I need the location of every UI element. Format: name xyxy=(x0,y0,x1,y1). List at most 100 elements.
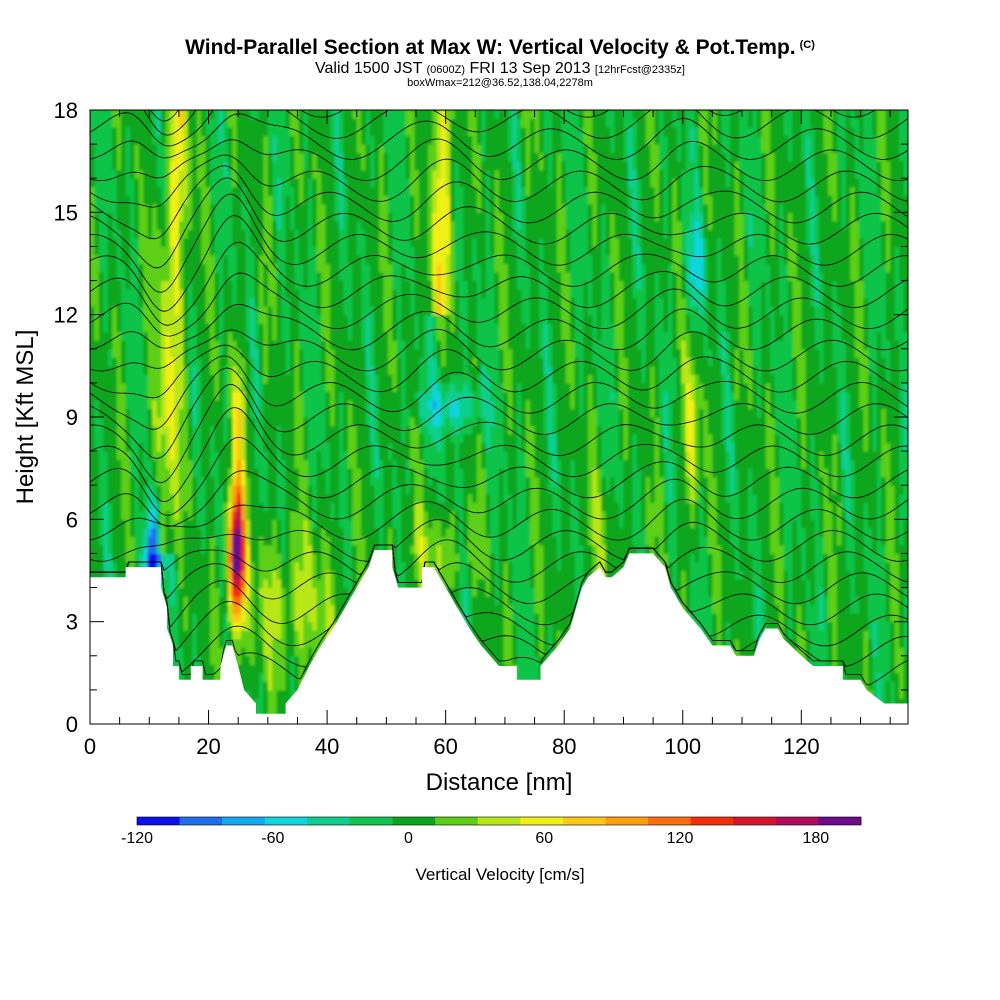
field-cell xyxy=(316,417,322,427)
field-cell xyxy=(174,110,180,120)
field-cell xyxy=(121,118,127,128)
field-cell xyxy=(90,152,95,162)
field-cell xyxy=(272,237,278,247)
field-cell xyxy=(98,306,104,316)
field-cell xyxy=(116,127,122,137)
field-cell xyxy=(379,451,384,461)
field-cell xyxy=(227,348,233,358)
field-cell xyxy=(165,459,171,469)
field-cell xyxy=(183,152,189,162)
field-cell xyxy=(316,399,322,409)
field-cell xyxy=(201,237,207,247)
field-cell xyxy=(258,655,264,665)
field-cell xyxy=(356,331,362,341)
field-cell xyxy=(370,297,376,307)
field-cell xyxy=(258,451,264,461)
field-cell xyxy=(374,152,380,162)
field-cell xyxy=(178,255,184,265)
field-cell xyxy=(241,382,247,392)
field-cell xyxy=(285,135,291,145)
field-cell xyxy=(276,203,282,213)
field-cell xyxy=(307,476,313,486)
field-cell xyxy=(214,476,220,486)
field-cell xyxy=(178,365,184,375)
field-cell xyxy=(218,493,224,503)
field-cell xyxy=(178,314,184,324)
field-cell xyxy=(94,340,100,350)
field-cell xyxy=(325,510,331,520)
field-cell xyxy=(356,220,362,230)
field-cell xyxy=(232,178,238,188)
field-cell xyxy=(361,357,367,367)
field-cell xyxy=(312,391,318,401)
field-cell xyxy=(183,280,189,290)
field-cell xyxy=(147,272,153,282)
field-cell xyxy=(285,220,291,230)
field-cell xyxy=(307,485,313,495)
field-cell xyxy=(339,544,344,554)
field-cell xyxy=(138,314,144,324)
field-cell xyxy=(170,417,175,427)
field-cell xyxy=(210,638,215,648)
field-cell xyxy=(334,570,340,580)
field-cell xyxy=(138,357,144,367)
field-cell xyxy=(214,562,220,572)
field-cell xyxy=(387,510,393,520)
field-cell xyxy=(365,374,371,384)
field-cell xyxy=(281,434,287,444)
field-cell xyxy=(347,110,353,120)
field-cell xyxy=(374,169,380,179)
field-cell xyxy=(210,152,215,162)
field-cell xyxy=(321,144,327,154)
field-cell xyxy=(263,502,269,512)
field-cell xyxy=(112,399,118,409)
field-cell xyxy=(147,161,153,171)
field-cell xyxy=(294,382,300,392)
field-cell xyxy=(325,178,331,188)
field-cell xyxy=(365,169,371,179)
field-cell xyxy=(281,613,287,623)
field-cell xyxy=(272,562,278,572)
field-cell xyxy=(174,425,180,435)
field-cell xyxy=(165,579,171,589)
field-cell xyxy=(232,229,238,239)
field-cell xyxy=(298,391,304,401)
field-cell xyxy=(138,289,144,299)
field-cell xyxy=(281,144,287,154)
field-cell xyxy=(321,263,327,273)
field-cell xyxy=(307,519,313,529)
field-cell xyxy=(267,544,273,554)
field-cell xyxy=(187,672,193,682)
field-cell xyxy=(236,365,242,375)
field-cell xyxy=(325,502,331,512)
field-cell xyxy=(210,203,215,213)
field-cell xyxy=(174,459,180,469)
field-cell xyxy=(343,340,349,350)
field-cell xyxy=(236,135,242,145)
field-cell xyxy=(303,169,309,179)
field-cell xyxy=(352,323,358,333)
field-cell xyxy=(343,374,349,384)
field-cell xyxy=(272,357,278,367)
field-cell xyxy=(383,331,389,341)
field-cell xyxy=(321,451,327,461)
field-cell xyxy=(303,596,309,606)
field-cell xyxy=(361,135,367,145)
field-cell xyxy=(121,417,127,427)
field-cell xyxy=(241,562,247,572)
field-cell xyxy=(116,519,122,529)
field-cell xyxy=(143,229,149,239)
field-cell xyxy=(307,434,313,444)
field-cell xyxy=(307,263,313,273)
field-cell xyxy=(263,468,269,478)
field-cell xyxy=(218,152,224,162)
field-cell xyxy=(214,408,220,418)
field-cell xyxy=(383,161,389,171)
field-cell xyxy=(298,195,304,205)
field-cell xyxy=(343,510,349,520)
field-cell xyxy=(241,604,247,614)
field-cell xyxy=(285,587,291,597)
field-cell xyxy=(343,468,349,478)
field-cell xyxy=(178,638,184,648)
field-cell xyxy=(125,434,131,444)
